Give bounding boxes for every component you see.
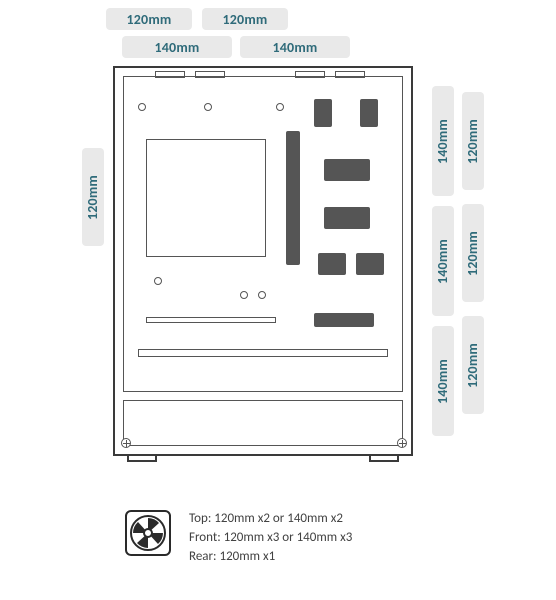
tag-label: 120mm xyxy=(222,11,267,28)
case-outline xyxy=(113,66,413,456)
case-inner-panel xyxy=(123,76,403,392)
cable-slot xyxy=(360,99,378,127)
tag-top-140-a: 140mm xyxy=(122,36,232,58)
case-foot xyxy=(369,454,399,462)
standoff-hole xyxy=(204,103,212,111)
tag-label: 140mm xyxy=(435,118,452,163)
cable-slot xyxy=(314,313,374,327)
cable-slot xyxy=(356,253,384,275)
standoff-hole xyxy=(138,103,146,111)
tag-label: 120mm xyxy=(465,230,482,275)
standoff-hole xyxy=(240,291,248,299)
pci-bracket-bar xyxy=(146,317,276,323)
psu-shroud xyxy=(123,400,403,446)
tag-top-120-b: 120mm xyxy=(202,8,288,30)
legend-line-top: Top: 120mm x2 or 140mm x2 xyxy=(189,510,352,529)
tag-front-120-c: 120mm xyxy=(462,316,484,414)
cable-slot xyxy=(318,253,346,275)
tag-label: 120mm xyxy=(85,174,102,219)
tag-label: 120mm xyxy=(126,11,171,28)
legend: Top: 120mm x2 or 140mm x2 Front: 120mm x… xyxy=(125,510,352,567)
cable-slot xyxy=(324,159,370,181)
standoff-hole xyxy=(154,277,162,285)
legend-line-rear: Rear: 120mm x1 xyxy=(189,548,352,567)
tag-label: 140mm xyxy=(154,39,199,56)
cable-slot xyxy=(286,131,300,265)
tag-front-120-a: 120mm xyxy=(462,92,484,190)
tag-front-140-b: 140mm xyxy=(432,206,454,316)
tag-top-140-b: 140mm xyxy=(240,36,350,58)
tag-front-140-a: 140mm xyxy=(432,86,454,196)
tag-label: 140mm xyxy=(435,358,452,403)
legend-text: Top: 120mm x2 or 140mm x2 Front: 120mm x… xyxy=(189,510,352,567)
cable-slot xyxy=(314,99,332,127)
tag-front-120-b: 120mm xyxy=(462,204,484,302)
case-drawing xyxy=(113,66,413,496)
tag-label: 120mm xyxy=(465,118,482,163)
motherboard-cutout xyxy=(146,139,266,257)
standoff-hole xyxy=(258,291,266,299)
divider-bar xyxy=(138,349,388,357)
corner-screw xyxy=(121,438,131,448)
fan-icon xyxy=(125,510,171,556)
legend-line-front: Front: 120mm x3 or 140mm x3 xyxy=(189,529,352,548)
tag-front-140-c: 140mm xyxy=(432,326,454,436)
tag-label: 140mm xyxy=(272,39,317,56)
tag-rear-120: 120mm xyxy=(82,148,104,246)
tag-label: 140mm xyxy=(435,238,452,283)
case-foot xyxy=(127,454,157,462)
standoff-hole xyxy=(276,103,284,111)
tag-top-120-a: 120mm xyxy=(106,8,192,30)
corner-screw xyxy=(397,438,407,448)
cable-slot xyxy=(324,207,370,229)
tag-label: 120mm xyxy=(465,342,482,387)
